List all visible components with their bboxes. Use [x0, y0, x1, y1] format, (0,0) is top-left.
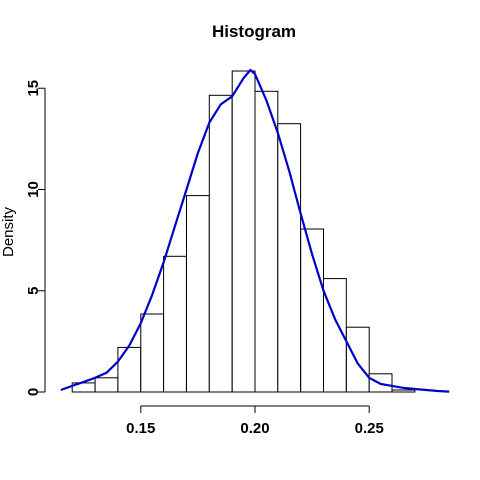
histogram-bar-12: [345, 326, 370, 393]
histogram-bar-8: [254, 90, 279, 393]
y-tick-label-3: 15: [25, 80, 42, 97]
histogram-bar-9: [277, 123, 302, 393]
x-tick-label-2: 0.25: [355, 420, 384, 437]
y-axis: 0 5 10 15: [25, 80, 46, 396]
histogram-bar-6: [208, 94, 233, 393]
y-tick-label-1: 5: [25, 287, 42, 295]
x-tick-label-0: 0.15: [126, 420, 155, 437]
histogram-bar-4: [163, 255, 187, 393]
x-axis: 0.15 0.20 0.25: [126, 405, 384, 437]
histogram-bar-14: [391, 389, 416, 393]
y-tick-label-0: 0: [25, 388, 42, 396]
chart-title: Histogram: [212, 22, 296, 41]
density-curve-layer: [60, 68, 450, 393]
y-tick-label-2: 10: [25, 181, 42, 198]
histogram-bars: [71, 70, 416, 393]
histogram-bar-2: [117, 346, 142, 393]
histogram-bar-1: [94, 377, 119, 393]
histogram-bar-3: [140, 313, 165, 393]
histogram-bar-5: [186, 195, 210, 393]
density-curve: [60, 68, 450, 393]
y-axis-label: Density: [0, 206, 17, 257]
histogram-bar-7: [231, 70, 256, 393]
x-tick-label-1: 0.20: [240, 420, 269, 437]
